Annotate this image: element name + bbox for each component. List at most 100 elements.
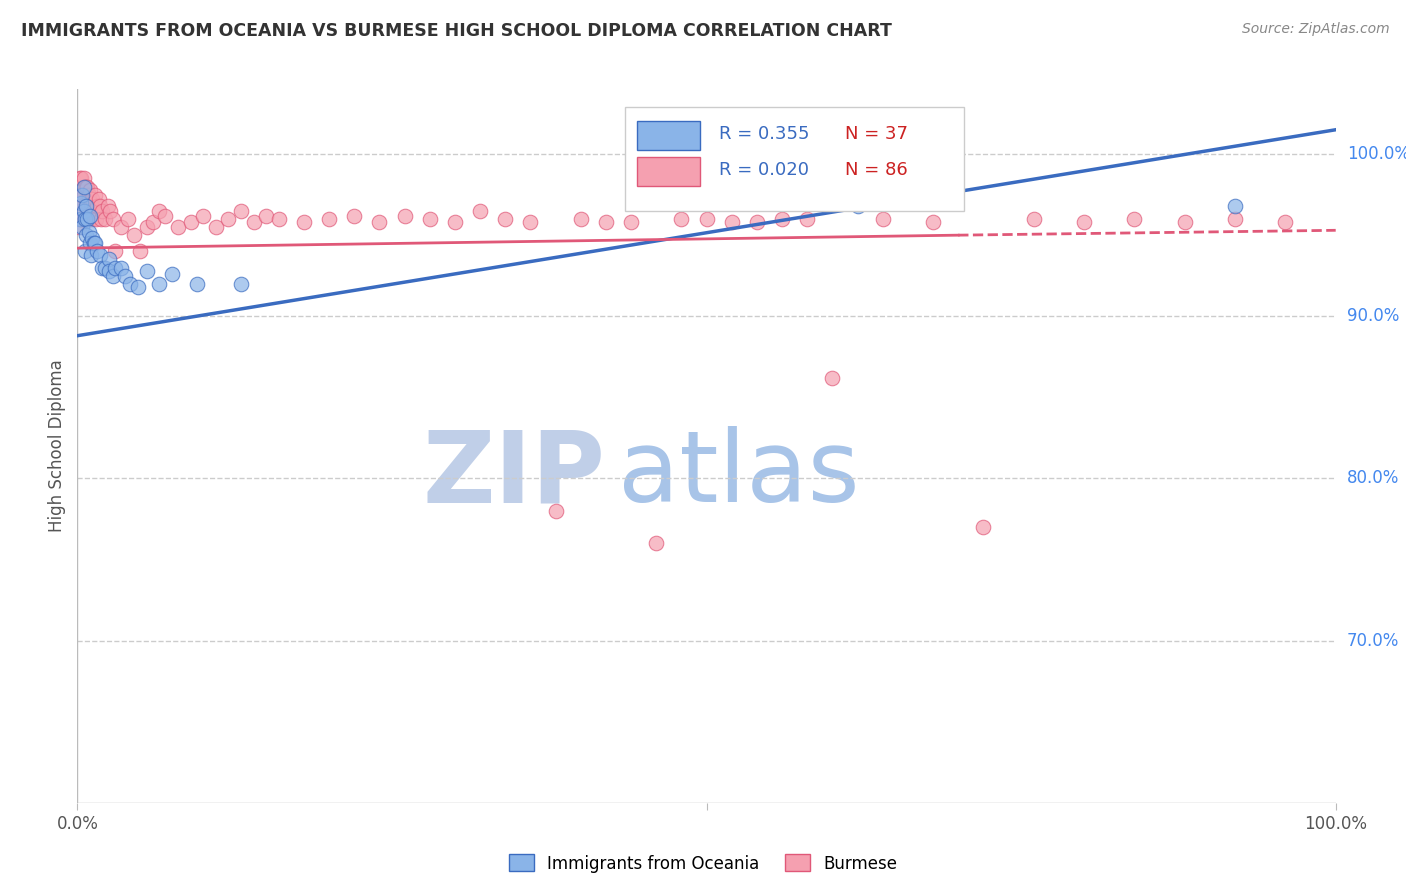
Point: [1223, 199, 1246, 213]
Point: [872, 211, 894, 226]
Point: [79, 209, 101, 223]
Point: [1073, 215, 1095, 229]
Point: [292, 215, 315, 229]
Point: [77, 211, 100, 226]
Point: [318, 211, 340, 226]
Text: R = 0.020: R = 0.020: [718, 161, 808, 178]
Point: [69, 203, 91, 218]
Point: [101, 268, 124, 283]
Point: [204, 220, 226, 235]
Point: [91, 203, 114, 218]
Point: [94, 260, 117, 275]
Point: [73, 211, 96, 226]
Point: [75, 199, 97, 213]
Point: [1274, 215, 1296, 229]
Point: [82, 193, 104, 207]
Point: [80, 195, 103, 210]
Point: [1022, 211, 1045, 226]
Point: [79, 203, 101, 218]
Point: [1123, 211, 1146, 226]
Point: [595, 215, 617, 229]
Point: [89, 247, 111, 261]
Text: R = 0.355: R = 0.355: [718, 125, 810, 143]
Point: [72, 171, 94, 186]
Point: [569, 211, 592, 226]
Point: [191, 209, 215, 223]
Point: [267, 211, 290, 226]
Point: [101, 211, 124, 226]
Point: [75, 195, 97, 210]
FancyBboxPatch shape: [637, 121, 700, 150]
Point: [79, 236, 101, 251]
Point: [73, 211, 96, 226]
Point: [76, 179, 98, 194]
Text: IMMIGRANTS FROM OCEANIA VS BURMESE HIGH SCHOOL DIPLOMA CORRELATION CHART: IMMIGRANTS FROM OCEANIA VS BURMESE HIGH …: [21, 22, 891, 40]
Point: [98, 203, 121, 218]
Point: [229, 277, 252, 291]
Point: [148, 203, 170, 218]
Point: [135, 220, 157, 235]
Point: [76, 195, 98, 210]
Point: [70, 195, 93, 210]
Point: [186, 277, 208, 291]
Point: [142, 215, 165, 229]
Legend: Immigrants from Oceania, Burmese: Immigrants from Oceania, Burmese: [502, 847, 904, 880]
Point: [104, 244, 127, 259]
Point: [217, 211, 239, 226]
Point: [846, 199, 869, 213]
Point: [544, 504, 567, 518]
FancyBboxPatch shape: [637, 157, 700, 186]
Point: [69, 171, 91, 186]
Point: [70, 171, 93, 186]
Point: [120, 277, 142, 291]
Text: 90.0%: 90.0%: [1347, 307, 1399, 326]
Point: [94, 211, 117, 226]
Point: [75, 179, 97, 194]
Point: [720, 215, 742, 229]
Point: [444, 215, 467, 229]
Point: [343, 209, 366, 223]
Point: [89, 199, 111, 213]
Point: [80, 247, 103, 261]
Point: [83, 203, 105, 218]
Point: [671, 211, 693, 226]
Point: [117, 211, 139, 226]
Text: Source: ZipAtlas.com: Source: ZipAtlas.com: [1241, 22, 1389, 37]
Point: [84, 236, 107, 251]
Point: [84, 211, 107, 226]
Point: [72, 187, 94, 202]
Point: [1174, 215, 1197, 229]
Point: [67, 187, 90, 202]
Point: [77, 187, 100, 202]
Point: [104, 260, 127, 275]
Point: [167, 220, 190, 235]
FancyBboxPatch shape: [624, 107, 965, 211]
Text: N = 37: N = 37: [845, 125, 908, 143]
Point: [160, 267, 183, 281]
Point: [69, 211, 91, 226]
Point: [80, 211, 103, 226]
Point: [696, 211, 718, 226]
Point: [67, 220, 90, 235]
Point: [97, 264, 120, 278]
Point: [96, 199, 118, 213]
Point: [70, 211, 93, 226]
Point: [148, 277, 170, 291]
Point: [122, 228, 145, 243]
Point: [519, 215, 541, 229]
Point: [72, 203, 94, 218]
Point: [87, 193, 110, 207]
Point: [110, 260, 132, 275]
Point: [368, 215, 391, 229]
Point: [1223, 211, 1246, 226]
Point: [254, 209, 277, 223]
Text: atlas: atlas: [619, 426, 860, 523]
Point: [79, 183, 101, 197]
Point: [419, 211, 441, 226]
Point: [91, 260, 114, 275]
Point: [129, 244, 152, 259]
Point: [468, 203, 491, 218]
Text: 70.0%: 70.0%: [1347, 632, 1399, 649]
Point: [77, 225, 100, 239]
Point: [70, 195, 93, 210]
